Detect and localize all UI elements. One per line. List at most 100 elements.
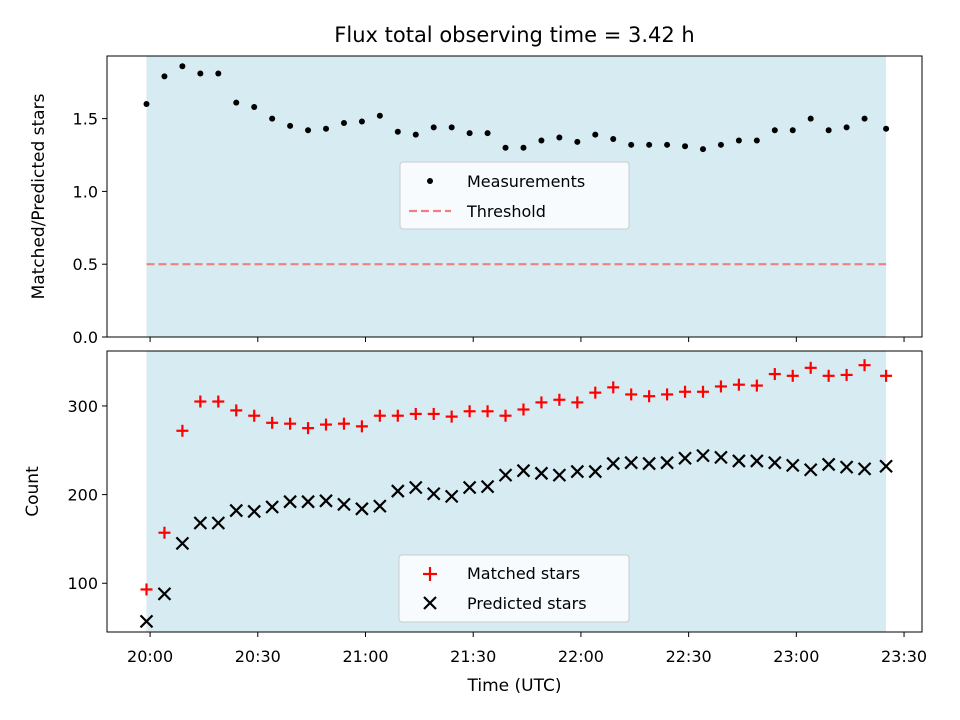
predicted-star-point xyxy=(211,516,226,530)
matched-star-point xyxy=(248,409,261,422)
top-y-tick-label: 0.5 xyxy=(73,255,98,274)
top-x-ticks xyxy=(149,337,905,342)
measurement-point xyxy=(394,128,401,135)
predicted-star-point xyxy=(768,455,782,470)
predicted-star-point xyxy=(355,502,369,516)
measurement-point xyxy=(574,138,581,145)
measurement-point xyxy=(699,146,706,153)
measurement-point xyxy=(592,131,599,138)
matched-star-point xyxy=(373,409,386,422)
x-tick-label: 21:00 xyxy=(342,647,388,666)
measurement-point xyxy=(430,124,437,131)
matched-star-point xyxy=(768,368,781,381)
x-tick-label: 22:00 xyxy=(558,647,604,666)
measurement-point xyxy=(358,118,365,125)
measurement-point xyxy=(771,127,778,134)
matched-star-point xyxy=(553,393,566,406)
predicted-stars-points xyxy=(139,448,893,629)
matched-star-point xyxy=(230,404,243,417)
matched-star-point xyxy=(714,380,727,393)
measurement-point xyxy=(628,141,635,148)
matched-star-point xyxy=(463,405,476,418)
bottom-y-tick-label: 300 xyxy=(67,397,98,416)
predicted-star-point xyxy=(247,504,261,519)
matched-star-point xyxy=(607,381,620,394)
matched-star-point xyxy=(517,403,530,416)
legend-matched-marker xyxy=(423,567,437,581)
matched-star-point xyxy=(284,417,297,430)
measurement-point xyxy=(215,70,222,77)
measurement-point xyxy=(682,143,689,150)
matched-star-point xyxy=(391,409,404,422)
chart-title: Flux total observing time = 3.42 h xyxy=(334,23,694,47)
measurement-point xyxy=(197,70,204,77)
x-tick-label: 20:30 xyxy=(235,647,281,666)
predicted-star-point xyxy=(516,463,531,478)
top-y-ticks: 0.0 0.5 1.0 1.5 xyxy=(73,110,107,347)
matched-star-point xyxy=(176,424,189,437)
legend-measurements-label: Measurements xyxy=(467,172,585,191)
matched-star-point xyxy=(535,396,548,409)
predicted-star-point xyxy=(552,468,567,482)
measurement-point xyxy=(735,137,742,144)
matched-star-point xyxy=(840,368,853,381)
predicted-star-point xyxy=(139,614,154,629)
predicted-star-point xyxy=(480,479,495,494)
predicted-star-point xyxy=(732,454,746,468)
matched-star-point xyxy=(212,395,225,408)
predicted-star-point xyxy=(660,455,674,470)
predicted-star-point xyxy=(408,480,423,495)
bottom-panel: 100 200 300 20:00 20:30 21:00 21:30 22:00 22:30… xyxy=(23,350,927,696)
matched-star-point xyxy=(481,405,494,418)
measurement-point xyxy=(610,135,617,142)
predicted-star-point xyxy=(606,456,621,471)
matched-star-point xyxy=(661,388,674,401)
measurement-point xyxy=(269,115,276,122)
x-tick-label: 22:30 xyxy=(666,647,712,666)
matched-star-point xyxy=(786,369,799,382)
measurement-point xyxy=(807,115,814,122)
matched-star-point xyxy=(445,410,458,423)
x-tick-label: 20:00 xyxy=(127,647,173,666)
measurement-point xyxy=(376,112,383,119)
measurement-point xyxy=(717,141,724,148)
legend-threshold-label: Threshold xyxy=(466,202,546,221)
measurement-point xyxy=(484,130,491,137)
matched-star-point xyxy=(822,369,835,382)
predicted-star-point xyxy=(839,460,854,474)
top-y-tick-label: 1.0 xyxy=(73,182,98,201)
matched-star-point xyxy=(880,369,893,382)
bottom-axes-frame xyxy=(106,350,923,633)
measurement-point xyxy=(556,134,563,141)
measurement-point xyxy=(843,124,850,131)
predicted-star-point xyxy=(534,466,549,481)
matched-star-point xyxy=(409,407,422,420)
measurement-point xyxy=(287,122,294,129)
top-y-tick-label: 1.5 xyxy=(73,110,98,129)
predicted-star-point xyxy=(857,462,872,476)
matched-star-point xyxy=(696,385,709,398)
legend-matched-label: Matched stars xyxy=(467,564,580,583)
bottom-legend: Matched stars Predicted stars xyxy=(398,554,630,623)
predicted-star-point xyxy=(785,458,800,473)
matched-star-point xyxy=(804,361,817,374)
matched-star-point xyxy=(625,388,638,401)
matched-star-point xyxy=(194,395,207,408)
predicted-star-point xyxy=(570,464,585,479)
predicted-star-point xyxy=(696,448,710,463)
measurement-point xyxy=(861,115,868,122)
measurement-point xyxy=(789,127,796,134)
matched-star-point xyxy=(643,390,656,403)
x-tick-label: 23:00 xyxy=(773,647,819,666)
measurement-point xyxy=(883,125,890,132)
predicted-star-point xyxy=(283,494,297,509)
predicted-star-point xyxy=(337,497,351,512)
measurement-point xyxy=(664,141,671,148)
measurement-point xyxy=(412,131,419,138)
legend-predicted-marker xyxy=(423,596,437,610)
predicted-star-point xyxy=(193,516,208,530)
matched-star-point xyxy=(140,583,153,596)
bottom-y-tick-label: 200 xyxy=(67,486,98,505)
measurement-point xyxy=(466,130,473,137)
